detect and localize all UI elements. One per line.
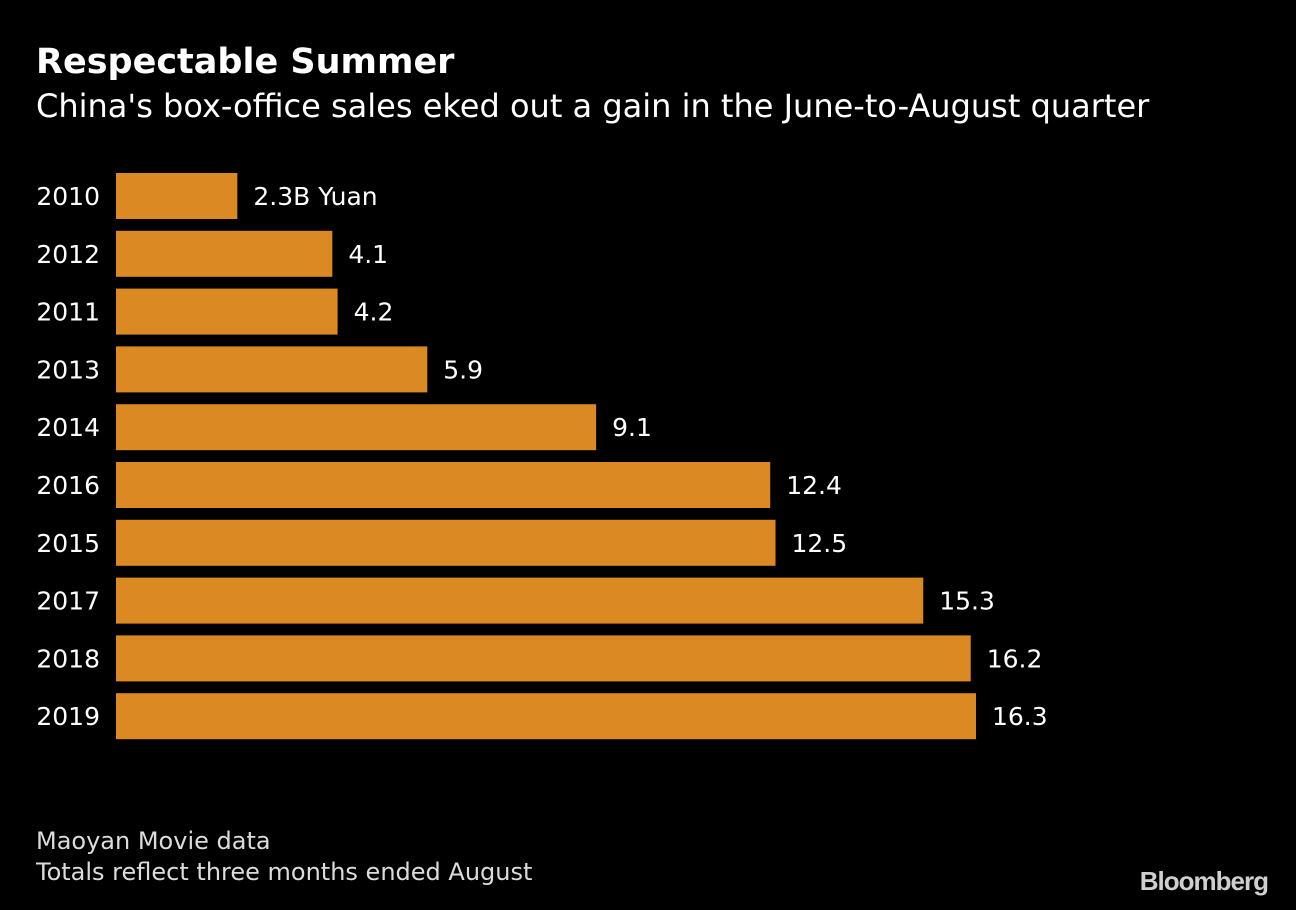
chart-subtitle: China's box-office sales eked out a gain… <box>36 87 1150 125</box>
value-label-2012: 4.1 <box>348 240 388 269</box>
value-label-2014: 9.1 <box>612 413 652 442</box>
bar-2016 <box>116 462 771 508</box>
value-label-2016: 12.4 <box>786 471 842 500</box>
category-label-2015: 2015 <box>36 529 100 558</box>
footnote: Totals reflect three months ended August <box>36 858 533 886</box>
value-label-2017: 15.3 <box>939 587 995 616</box>
category-label-2012: 2012 <box>36 240 100 269</box>
chart-title: Respectable Summer <box>36 42 455 82</box>
source-note: Maoyan Movie data <box>36 827 271 855</box>
value-label-2011: 4.2 <box>354 298 394 327</box>
bar-chart: 2010 2.3B Yuan 2012 4.1 2011 4.2 2013 5.9 2014 9.… <box>36 173 1048 740</box>
value-label-2018: 16.2 <box>987 644 1043 673</box>
category-label-2014: 2014 <box>36 413 100 442</box>
value-label-2015: 12.5 <box>792 529 848 558</box>
bar-2019 <box>116 693 976 740</box>
value-label-2019: 16.3 <box>992 702 1048 731</box>
bar-2013 <box>116 346 428 393</box>
bar-2018 <box>116 635 971 682</box>
category-label-2016: 2016 <box>36 471 100 500</box>
bloomberg-logo: Bloomberg <box>1139 866 1269 896</box>
category-label-2017: 2017 <box>36 587 100 616</box>
bar-2014 <box>116 404 597 451</box>
category-label-2018: 2018 <box>36 644 100 673</box>
value-label-2010: 2.3B Yuan <box>253 182 377 211</box>
category-label-2011: 2011 <box>36 298 100 327</box>
bar-2015 <box>116 519 776 566</box>
bar-2017 <box>116 577 924 624</box>
category-label-2013: 2013 <box>36 355 100 384</box>
category-label-2019: 2019 <box>36 702 100 731</box>
category-label-2010: 2010 <box>36 182 100 211</box>
bar-2011 <box>116 288 338 335</box>
value-label-2013: 5.9 <box>443 355 483 384</box>
bar-2012 <box>116 230 333 277</box>
bar-2010 <box>116 173 238 219</box>
